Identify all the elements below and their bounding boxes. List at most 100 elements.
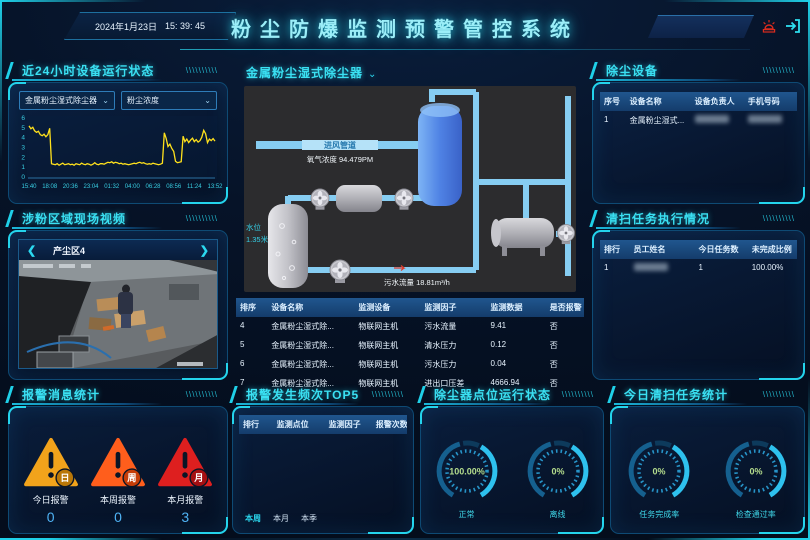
panel-title-top5: 报警发生频次TOP5 [246,387,360,402]
svg-text:08:56: 08:56 [166,184,182,190]
table-header-cell: 设备名称 [625,92,691,111]
gauge-正常: 100.00% 正常 [433,437,501,520]
table-cell: 4 [240,321,245,330]
runtime-line-chart: 0 1 2 3 4 5 6 15:40 18:08 20:36 23:04 01:32 04:00 06:… [13,113,223,204]
dust-devices-table: 序号 设备名称 设备负责人 手机号码 1 金属粉尘湿式... [600,92,797,130]
scada-title-text: 金属粉尘湿式除尘器 [246,66,364,80]
next-camera-arrow[interactable]: ❯ [199,244,209,257]
table-cell: 9.41 [490,321,507,330]
table-cell: 否 [549,360,558,369]
frame-left [0,0,2,540]
table-header-cell: 设备名称 [267,298,355,317]
table-cell: 污水流量 [424,322,457,331]
header: 2024年1月23日 15: 39: 45 粉尘防爆监测预警管控系统 [0,0,810,54]
panel-title-today: 今日清扫任务统计 [624,387,729,402]
alarm-siren-icon[interactable] [760,17,778,35]
device-select[interactable]: 金属粉尘湿式除尘器 ⌄ [19,91,115,110]
gauge-检查通过率: 0% 检查通过率 [722,437,790,520]
svg-text:01:32: 01:32 [104,184,120,190]
table-cell: 4666.94 [490,378,520,387]
table-header-cell: 监测数据 [486,298,546,317]
alarm-stat-items: 日 今日报警 0 周 本周报警 0 月 本月报警 3 [9,429,227,533]
factor-select[interactable]: 粉尘浓度 ⌄ [121,91,217,110]
date-label: 2024年1月23日 [94,21,157,32]
deco-slashes: \\\\\\\\\\ [762,213,795,223]
panel-title-cleaning: 清扫任务执行情况 [606,211,711,226]
table-cell: 0.04 [490,359,507,368]
svg-text:6: 6 [21,115,25,122]
svg-text:13:52: 13:52 [207,184,223,190]
redacted-value [694,115,729,123]
table-cell: 7 [240,378,245,387]
table-cell: 物联网主机 [358,360,399,369]
video-player[interactable]: ❮ 产尘区4 ❯ [18,239,218,369]
table-cell: 金属粉尘湿式除... [271,322,334,331]
collector-gauges: 100.00% 正常 0% 离线 [421,437,603,533]
alarm-stat-label: 今日报警 [32,495,69,505]
cctv-still-image [19,260,217,368]
svg-text:06:28: 06:28 [145,184,161,190]
gauge-caption: 任务完成率 [639,510,680,519]
logout-icon[interactable] [784,17,802,35]
gauge-任务完成率: 0% 任务完成率 [625,437,693,520]
warning-triangle-icon: 月 [158,437,213,488]
svg-text:15:40: 15:40 [21,184,37,190]
panel-cleaning-tasks: 清扫任务执行情况 \\\\\\\\\\ 排行 员工姓名 今日任务数 未完成比例 1 1 10… [592,208,805,380]
page-title: 粉尘防爆监测预警管控系统 [231,19,579,41]
table-header-cell: 序号 [600,92,626,111]
tab-本季[interactable]: 本季 [301,514,317,523]
table-cell: 金属粉尘湿式除... [271,341,334,350]
chevron-down-icon: ⌄ [368,69,378,80]
alarm-stat-item: 周 本周报警 0 [85,437,152,525]
table-cell [630,259,695,277]
deco-slashes: \\\\\\\\\\ [185,65,218,75]
today-gauges: 0% 任务完成率 0% 检查通过率 [611,437,804,533]
gauge-ring: 0% [725,440,787,498]
svg-text:20:36: 20:36 [63,184,79,190]
deco-slashes: \\\\\\\\\\ [185,389,218,399]
process-flow-diagram: 进风管道 氧气浓度 94.479PM 水位 1.35米 [244,86,576,292]
table-cell: 6 [240,359,245,368]
table-cell: 0.12 [490,340,507,349]
svg-text:04:00: 04:00 [125,184,141,190]
gauge-离线: 0% 离线 [524,437,592,520]
table-header-cell: 监测设备 [354,298,421,317]
table-header-cell: 是否报警 [545,298,584,317]
svg-text:5: 5 [21,125,25,132]
table-cell [744,111,797,130]
svg-text:2: 2 [21,154,25,161]
panel-title-video: 涉粉区域现场视频 [22,211,127,226]
table-cell: 1 [698,263,703,272]
svg-text:周: 周 [127,473,136,483]
table-header-cell: 排序 [236,298,268,317]
panel-title-alarm-stats: 报警消息统计 [22,387,101,402]
svg-text:1: 1 [21,164,25,171]
table-header-cell: 员工姓名 [629,240,695,259]
prev-camera-arrow[interactable]: ❮ [27,244,37,257]
table-cell: 100.00% [751,263,784,272]
scada-device-selector[interactable]: 金属粉尘湿式除尘器 ⌄ [246,64,377,81]
alarm-stat-label: 本周报警 [99,495,136,505]
panel-alarm-top5: 报警发生频次TOP5 \\\\\\\\\\ 排行 监测点位 监测因子 报警次数 本周本… [232,384,414,534]
svg-text:100.00%: 100.00% [449,467,485,477]
table-header-cell: 未完成比例 [747,240,797,259]
gauge-caption: 检查通过率 [735,510,776,519]
table-cell: 否 [549,322,558,331]
pipe-label: 进风管道 [324,140,356,150]
table-header-cell: 手机号码 [743,92,797,111]
table-header-cell: 监测点位 [272,415,325,434]
tab-本周[interactable]: 本周 [245,514,261,523]
gauge-ring: 0% [527,440,588,498]
panel-title-runtime: 近24小时设备运行状态 [22,63,155,78]
table-header-cell: 排行 [239,415,273,434]
tab-本月[interactable]: 本月 [273,514,289,523]
gauge-ring: 0% [628,440,690,498]
top5-period-tabs: 本周 本月 本季 [245,513,317,524]
table-cell: 清水压力 [424,341,457,350]
camera-name: 产尘区4 [53,245,86,256]
table-header-cell: 今日任务数 [694,240,748,259]
time-label: 15: 39: 45 [165,21,206,31]
panel-dust-devices: 除尘设备 \\\\\\\\\\ 序号 设备名称 设备负责人 手机号码 1 金属粉尘湿式..… [592,60,805,204]
table-header-cell: 监测因子 [420,298,487,317]
